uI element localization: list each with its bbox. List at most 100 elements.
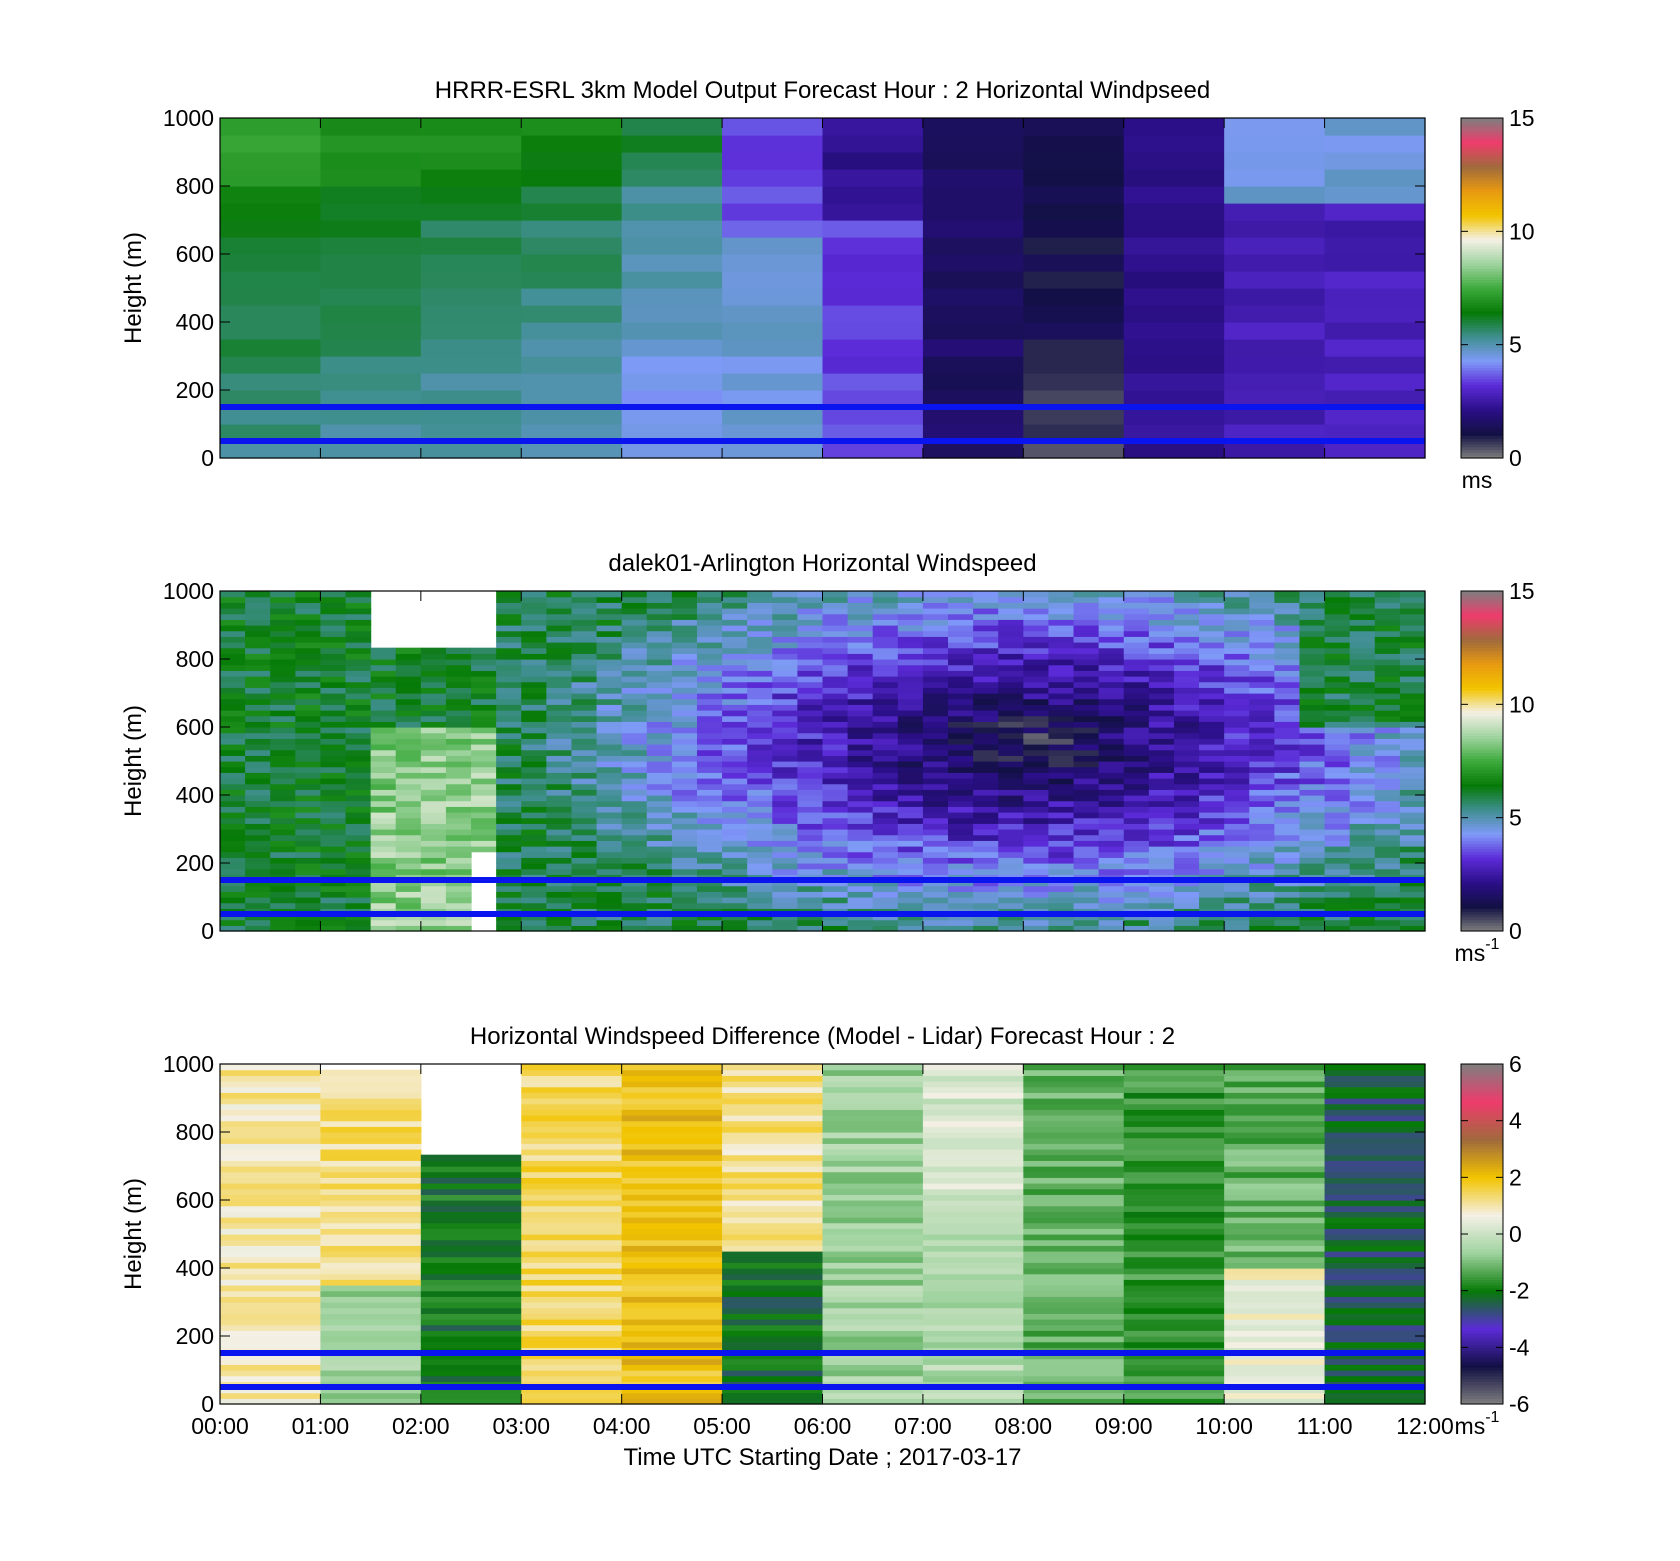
heatmap-cell [922,1160,1024,1167]
heatmap-cell [1123,356,1225,374]
heatmap-cell [1299,914,1326,921]
colorbar-step [1461,1313,1503,1317]
heatmap-cell [220,169,322,187]
colorbar-step [1461,290,1503,295]
heatmap-cell [1374,755,1401,762]
colorbar-step [1461,684,1503,688]
heatmap-cell [1199,925,1225,932]
heatmap-cell [220,1341,322,1348]
heatmap-cell [471,846,497,853]
heatmap-cell [772,642,798,649]
heatmap-cell [1123,885,1150,892]
heatmap-cell [822,1302,924,1309]
heatmap-cell [1073,738,1100,745]
heatmap-cell [320,800,347,807]
heatmap-cell [847,744,874,751]
heatmap-cell [471,823,497,830]
heatmap-cell [948,902,974,909]
heatmap-cell [1173,738,1200,745]
heatmap-cell [621,1166,723,1173]
heatmap-cell [320,659,347,666]
heatmap-cell [546,744,573,751]
heatmap-cell [897,840,924,847]
heatmap-cell [948,698,974,705]
heatmap-cell [897,789,924,796]
heatmap-cell [847,693,874,700]
heatmap-cell [722,1307,824,1314]
colorbar-step [1461,1143,1503,1147]
heatmap-cell [320,625,347,632]
heatmap-cell [1324,186,1426,204]
heatmap-cell [998,591,1024,598]
heatmap-cell [1274,659,1301,666]
heatmap-cell [1224,1319,1326,1326]
heatmap-cell [471,778,497,785]
heatmap-cell [420,1364,522,1371]
heatmap-cell [320,1296,422,1303]
heatmap-cell [847,851,874,858]
heatmap-cell [671,880,698,887]
heatmap-cell [295,642,322,649]
heatmap-cell [270,698,296,705]
heatmap-cell [295,630,322,637]
heatmap-cell [1324,727,1351,734]
heatmap-cell [621,1387,723,1394]
heatmap-cell [722,1234,824,1241]
heatmap-cell [1199,789,1225,796]
heatmap-cell [270,647,296,654]
heatmap-cell [1349,596,1376,603]
heatmap-cell [596,681,623,688]
heatmap-cell [220,664,246,671]
heatmap-cell [1173,664,1200,671]
heatmap-cell [973,795,999,802]
heatmap-cell [973,783,999,790]
heatmap-cell [1123,897,1150,904]
heatmap-cell [1123,1200,1225,1207]
y-tick-label: 600 [176,714,214,740]
heatmap-cell [621,305,723,323]
heatmap-cell [295,783,322,790]
heatmap-cell [747,602,773,609]
heatmap-cell [1098,868,1125,875]
heatmap-cell [1399,919,1426,926]
heatmap-cell [897,755,924,762]
heatmap-cell [822,710,849,717]
heatmap-cell [822,1251,924,1258]
heatmap-cell [320,1211,422,1218]
heatmap-cell [1274,772,1301,779]
heatmap-cell [1199,613,1225,620]
heatmap-cell [370,891,397,898]
heatmap-cell [621,687,648,694]
heatmap-cell [1199,676,1225,683]
heatmap-cell [772,902,798,909]
heatmap-cell [1324,1081,1426,1088]
colorbar-step [1461,1180,1503,1184]
heatmap-cell [1123,1154,1225,1161]
heatmap-cell [1023,1392,1125,1399]
x-tick-label: 10:00 [1195,1413,1253,1439]
heatmap-cell [420,169,522,187]
heatmap-cell [220,778,246,785]
heatmap-cell [696,902,723,909]
heatmap-cell [295,727,322,734]
heatmap-cell [445,812,472,819]
heatmap-cell [747,851,773,858]
heatmap-cell [1148,772,1175,779]
colorbar-step [1461,656,1503,660]
heatmap-cell [571,834,598,841]
heatmap-cell [1274,851,1301,858]
heatmap-cell [722,1330,824,1337]
heatmap-cell [973,885,999,892]
heatmap-cell [973,664,999,671]
heatmap-cell [1048,591,1075,598]
heatmap-cell [621,1353,723,1360]
heatmap-cell [1249,704,1275,711]
heatmap-cell [722,390,824,408]
heatmap-cell [1274,891,1301,898]
heatmap-cell [320,1353,422,1360]
heatmap-cell [1148,897,1175,904]
heatmap-cell [822,738,849,745]
heatmap-cell [872,789,899,796]
heatmap-cell [847,812,874,819]
colorbar-tick-label: 6 [1509,1051,1522,1077]
